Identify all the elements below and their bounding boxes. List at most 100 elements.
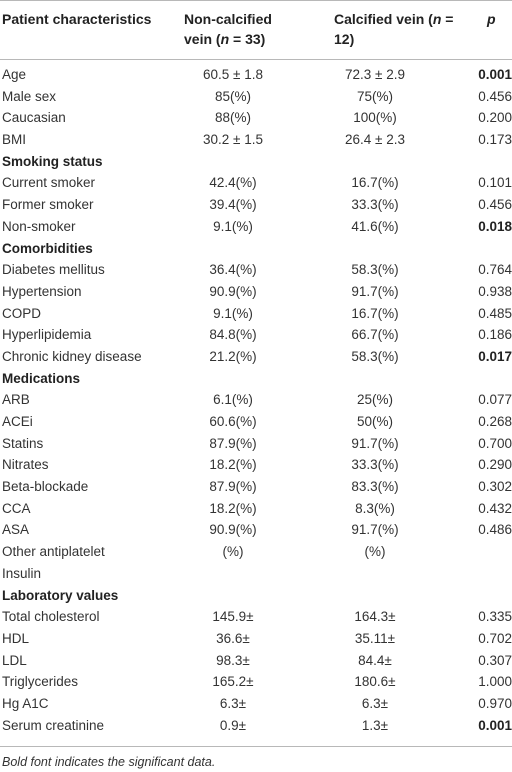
cell-calcified: 35.11± [354,630,396,646]
table-row: Diabetes mellitus 36.4(%) 58.3(%) 0.764 [0,259,512,281]
cell-non-calcified: 30.2 ± 1.5 [203,132,263,148]
bottom-rule [0,746,512,747]
header-patient-characteristics: Patient characteristics [2,11,152,27]
row-label: Triglycerides [2,674,79,690]
table-row: BMI 30.2 ± 1.5 26.4 ± 2.3 0.173 [0,129,512,151]
cell-p-value: 0.456 [478,197,512,213]
row-label: BMI [2,132,27,148]
row-label: Diabetes mellitus [2,262,105,278]
cell-p-value: 0.764 [478,262,512,278]
cell-p-value: 0.702 [478,630,512,646]
table-row: LDL 98.3± 84.4± 0.307 [0,650,512,672]
header-calcified: Calcified vein (n = 12) [334,9,464,49]
cell-non-calcified: 21.2(%) [209,348,257,364]
table-row: Serum creatinine 0.9± 1.3± 0.001 [0,715,512,737]
cell-p-value: 0.186 [478,327,512,343]
table-row: Hypertension 90.9(%) 91.7(%) 0.938 [0,281,512,303]
section-label: Laboratory values [2,587,119,603]
table-row: Statins 87.9(%) 91.7(%) 0.700 [0,433,512,455]
cell-p-value: 0.335 [478,609,512,625]
cell-calcified: 50(%) [356,414,393,429]
cell-p-value: 0.077 [478,392,512,408]
row-label: COPD [2,305,42,321]
cell-calcified: 58.3(%) [351,262,399,278]
row-label: Non-smoker [2,218,76,234]
cell-calcified: 8.3(%) [355,500,395,516]
cell-non-calcified: 87.9(%) [209,435,257,451]
header-calcified-prefix: Calcified vein ( [334,11,433,27]
cell-non-calcified: 60.6(%) [209,414,257,429]
row-label: Serum creatinine [2,717,105,733]
row-label: HDL [2,630,30,646]
header-rule [0,59,512,60]
cell-p-value: 0.700 [478,435,512,451]
cell-calcified: 1.3± [361,717,389,733]
cell-p-value: 0.200 [478,110,512,126]
cell-calcified: 72.3 ± 2.9 [345,67,405,82]
cell-non-calcified: 85(%) [214,88,251,104]
row-label: Other antiplatelet [2,544,105,560]
cell-calcified: 180.6± [354,674,396,690]
table-row: COPD 9.1(%) 16.7(%) 0.485 [0,303,512,325]
table-row: Age 60.5 ± 1.8 72.3 ± 2.9 0.001 [0,64,512,86]
row-label: Former smoker [2,197,94,213]
table-row: Current smoker 42.4(%) 16.7(%) 0.101 [0,172,512,194]
table-row: CCA 18.2(%) 8.3(%) 0.432 [0,498,512,520]
cell-non-calcified: 98.3± [216,652,250,668]
cell-calcified: 83.3(%) [351,479,399,495]
cell-non-calcified: 6.1(%) [213,392,253,408]
cell-calcified: 25(%) [356,392,393,408]
cell-p-value: 0.938 [478,283,512,299]
table-row: ACEi 60.6(%) 50(%) 0.268 [0,411,512,433]
cell-non-calcified: 145.9± [212,609,254,625]
row-label: ACEi [2,414,33,429]
header-non-calcified-prefix: vein ( [184,31,221,47]
cell-non-calcified: 90.9(%) [209,522,257,538]
row-label: Hypertension [2,283,82,299]
table-row: Caucasian 88(%) 100(%) 0.200 [0,107,512,129]
header-non-calcified-line1: Non-calcified [184,11,272,27]
cell-calcified: 84.4± [358,652,392,668]
cell-p-value: 0.307 [478,652,512,668]
cell-non-calcified: 36.6± [216,630,250,646]
cell-non-calcified: 165.2± [212,674,254,690]
table-row: Triglycerides 165.2± 180.6± 1.000 [0,671,512,693]
row-label: ARB [2,392,30,408]
cell-calcified: 33.3(%) [351,457,399,473]
cell-calcified: 16.7(%) [351,175,399,191]
table-body: Age 60.5 ± 1.8 72.3 ± 2.9 0.001 Male sex 85(%… [0,64,512,736]
cell-calcified: 75(%) [356,88,393,104]
row-label: Age [2,67,27,82]
header-non-calcified-suffix: = 33) [229,31,266,47]
cell-p-value: 0.970 [478,695,512,711]
table-row: Chronic kidney disease 21.2(%) 58.3(%) 0.01… [0,346,512,368]
section-label: Comorbidities [2,240,93,256]
row-label: Hyperlipidemia [2,327,92,343]
cell-calcified: 91.7(%) [351,435,399,451]
table-row: Non-smoker 9.1(%) 41.6(%) 0.018 [0,216,512,238]
table-row: Total cholesterol 145.9± 164.3± 0.335 [0,606,512,628]
cell-calcified: 41.6(%) [351,218,399,234]
header-calcified-suffix: = 12) [334,11,454,47]
cell-calcified: 91.7(%) [351,283,399,299]
row-label: LDL [2,652,27,668]
cell-p-value: 0.001 [478,717,512,733]
cell-p-value: 0.173 [478,132,512,148]
cell-non-calcified: 36.4(%) [209,262,257,278]
cell-non-calcified: 18.2(%) [209,500,257,516]
cell-non-calcified: 84.8(%) [209,327,257,343]
cell-calcified: 33.3(%) [351,197,399,213]
table-row: Former smoker 39.4(%) 33.3(%) 0.456 [0,194,512,216]
cell-p-value: 0.268 [478,414,512,429]
table-row: Beta-blockade 87.9(%) 83.3(%) 0.302 [0,476,512,498]
top-rule [0,0,512,1]
row-label: Beta-blockade [2,479,89,495]
cell-non-calcified: 88(%) [214,110,251,126]
cell-p-value: 0.302 [478,479,512,495]
row-label: Insulin [2,565,42,581]
cell-non-calcified: 39.4(%) [209,197,257,213]
cell-non-calcified: 18.2(%) [209,457,257,473]
cell-non-calcified: 42.4(%) [209,175,257,191]
section-label: Smoking status [2,153,103,169]
cell-calcified: 91.7(%) [351,522,399,538]
